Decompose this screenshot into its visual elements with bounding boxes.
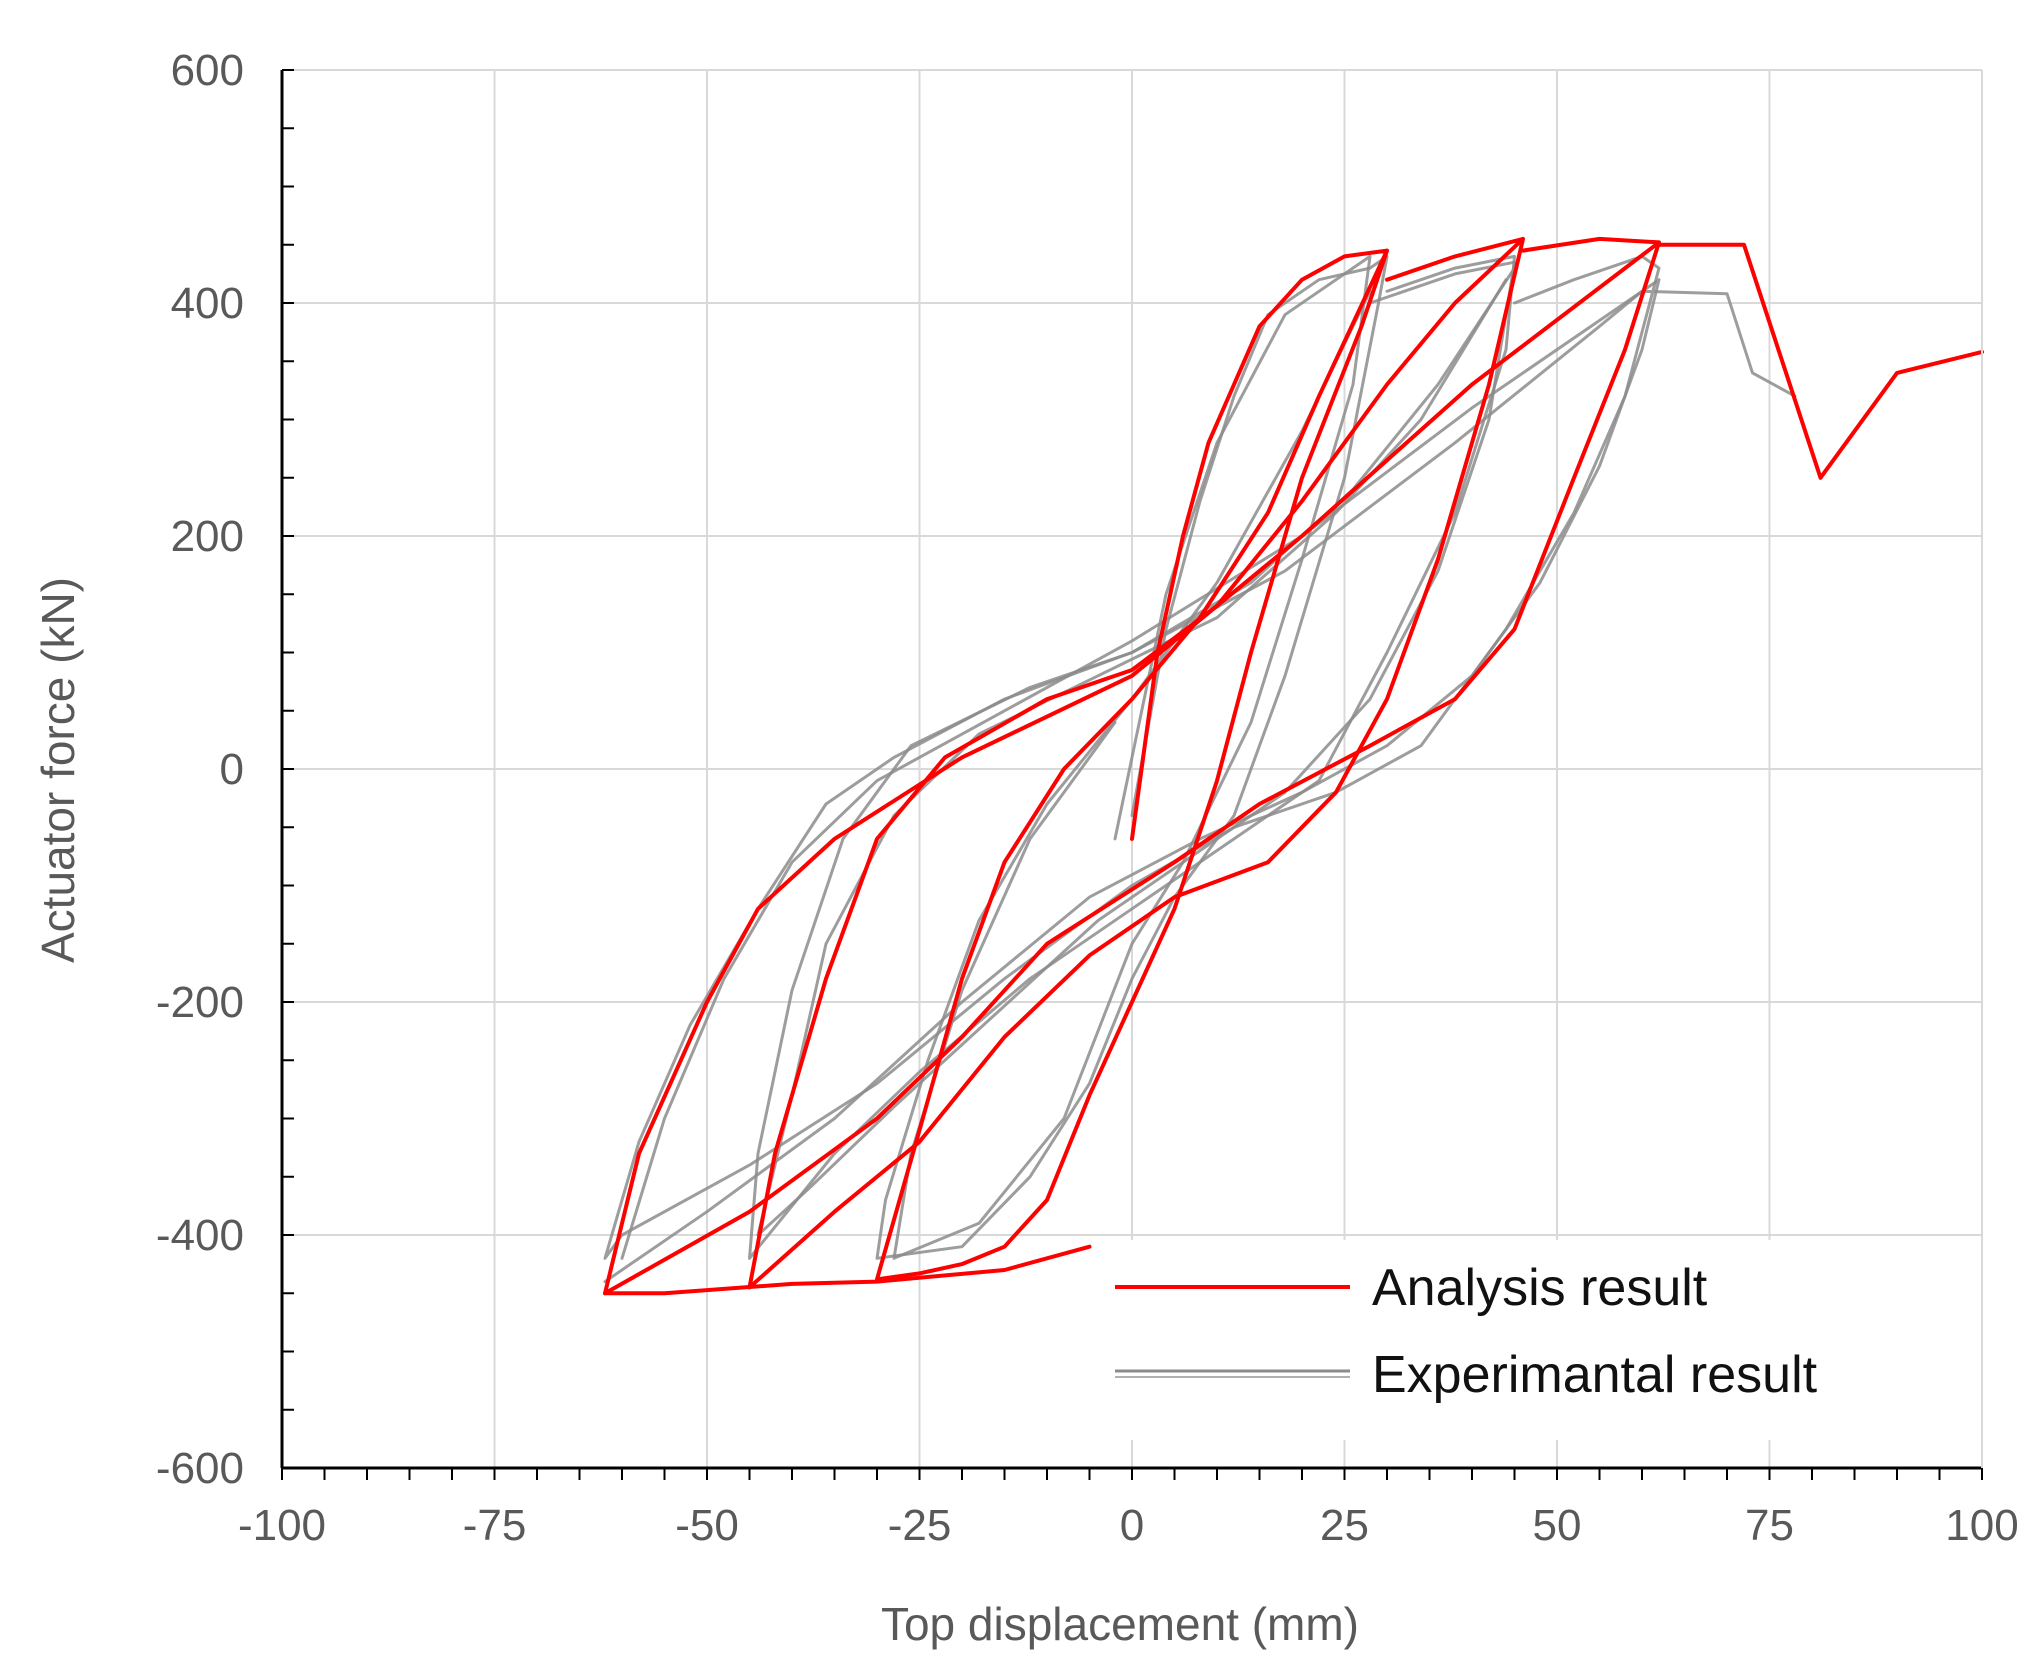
x-axis-title: Top displacement (mm)	[881, 1598, 1359, 1650]
analysis-loop	[603, 236, 1661, 1296]
analysis-loop	[747, 236, 1525, 1290]
tick-labels: -100 -75 -50 -25 0 25 50 75 100 -600 -400 -200 0 200 4…	[156, 46, 2019, 1550]
x-tick-label: 0	[1120, 1501, 1144, 1550]
analysis-loop	[875, 248, 1389, 1282]
legend-label-experimental: Experimantal result	[1372, 1346, 1818, 1404]
x-tick-label: 100	[1945, 1501, 2018, 1550]
y-tick-label: 200	[171, 512, 244, 561]
y-tick-label: 600	[171, 46, 244, 95]
y-tick-label: 400	[171, 279, 244, 328]
x-tick-label: -50	[675, 1501, 739, 1550]
x-tick-label: -75	[463, 1501, 527, 1550]
x-tick-label: -100	[238, 1501, 326, 1550]
y-tick-label: 0	[220, 745, 244, 794]
experimental-loop	[756, 260, 1516, 1237]
y-tick-label: -400	[156, 1211, 244, 1260]
analysis-loop	[1657, 242, 1984, 480]
legend-background	[1100, 1240, 1960, 1440]
legend: Analysis result Experimantal result	[1100, 1240, 1960, 1440]
x-tick-label: -25	[888, 1501, 952, 1550]
series-layer	[603, 236, 1984, 1296]
x-tick-label: 25	[1320, 1501, 1369, 1550]
experimental-loop	[603, 278, 1661, 1284]
y-axis-title: Actuator force (kN)	[32, 577, 84, 963]
x-tick-label: 50	[1533, 1501, 1582, 1550]
legend-label-analysis: Analysis result	[1372, 1259, 1708, 1317]
series-analysis-result	[603, 236, 1984, 1296]
x-tick-label: 75	[1745, 1501, 1794, 1550]
axes	[280, 69, 1983, 1480]
experimental-loop	[748, 254, 1516, 1260]
experimental-loop	[603, 254, 1797, 1260]
y-tick-label: -600	[156, 1444, 244, 1493]
y-tick-label: -200	[156, 978, 244, 1027]
analysis-loop	[603, 1244, 1092, 1296]
